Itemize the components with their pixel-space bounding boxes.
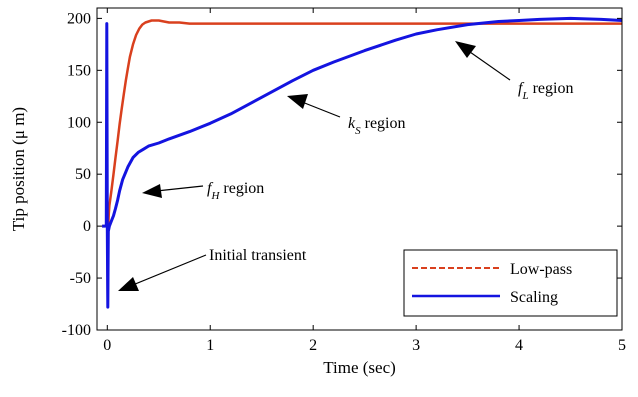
y-axis-label: Tip position (μ m) [9,107,28,231]
annotation-fh-arrowhead [142,184,162,198]
svg-text:fL region: fL region [518,80,573,102]
annotation-initial-transient: Initial transient [118,247,307,291]
svg-text:fH region: fH region [207,180,264,202]
annotation-initial-transient-arrow [122,254,207,290]
annotation-initial-transient-arrowhead [118,277,139,291]
legend-label-low-pass: Low-pass [510,261,572,278]
series-layer [102,16,623,309]
annotations: fL region kS region fH region Initial tr… [118,41,573,291]
annotation-ks-region: kS region [287,94,405,137]
series-line-scaling [102,16,623,309]
legend-box [403,249,618,317]
x-tick-label: 3 [412,337,420,354]
annotation-fl-arrowhead [455,41,476,58]
y-tick-label: 200 [67,10,91,27]
x-tick-label: 4 [515,337,523,354]
annotation-fh-sub: H [210,190,220,202]
annotation-ks-sub: S [355,125,361,137]
y-tick-label: -100 [62,322,91,339]
annotation-fl-region: fL region [455,41,573,102]
annotation-ks-arrowhead [287,94,308,109]
annotation-fl-sub: L [521,90,528,102]
series-line-low-pass [102,19,622,309]
legend: Low-pass Scaling [403,249,618,317]
x-tick-label: 2 [309,337,317,354]
annotation-fl-suffix: region [529,80,574,97]
annotation-fh-base: f [207,180,214,197]
ticks-layer: 0 1 2 3 4 5 -100 -50 0 50 100 150 200 [62,8,626,354]
legend-label-scaling: Scaling [510,289,558,306]
axes-frame [96,7,623,331]
y-tick-label: 150 [67,62,91,79]
plot-area: 0 1 2 3 4 5 -100 -50 0 50 100 150 200 [62,7,626,354]
y-tick-label: 100 [67,114,91,131]
y-tick-label: -50 [70,270,91,287]
annotation-fh-suffix: region [219,180,264,197]
x-tick-label: 5 [618,337,626,354]
annotation-ks-suffix: region [361,115,406,132]
annotation-fh-region: fH region [142,180,264,202]
x-axis-label: Time (sec) [323,358,396,377]
annotation-fl-base: f [518,80,525,97]
y-tick-label: 0 [83,218,91,235]
y-tick-label: 50 [75,166,91,183]
annotation-initial-transient-label: Initial transient [209,247,307,264]
x-tick-label: 1 [206,337,214,354]
annotation-ks-base: k [348,115,356,132]
svg-text:kS region: kS region [348,115,405,137]
x-tick-label: 0 [103,337,111,354]
